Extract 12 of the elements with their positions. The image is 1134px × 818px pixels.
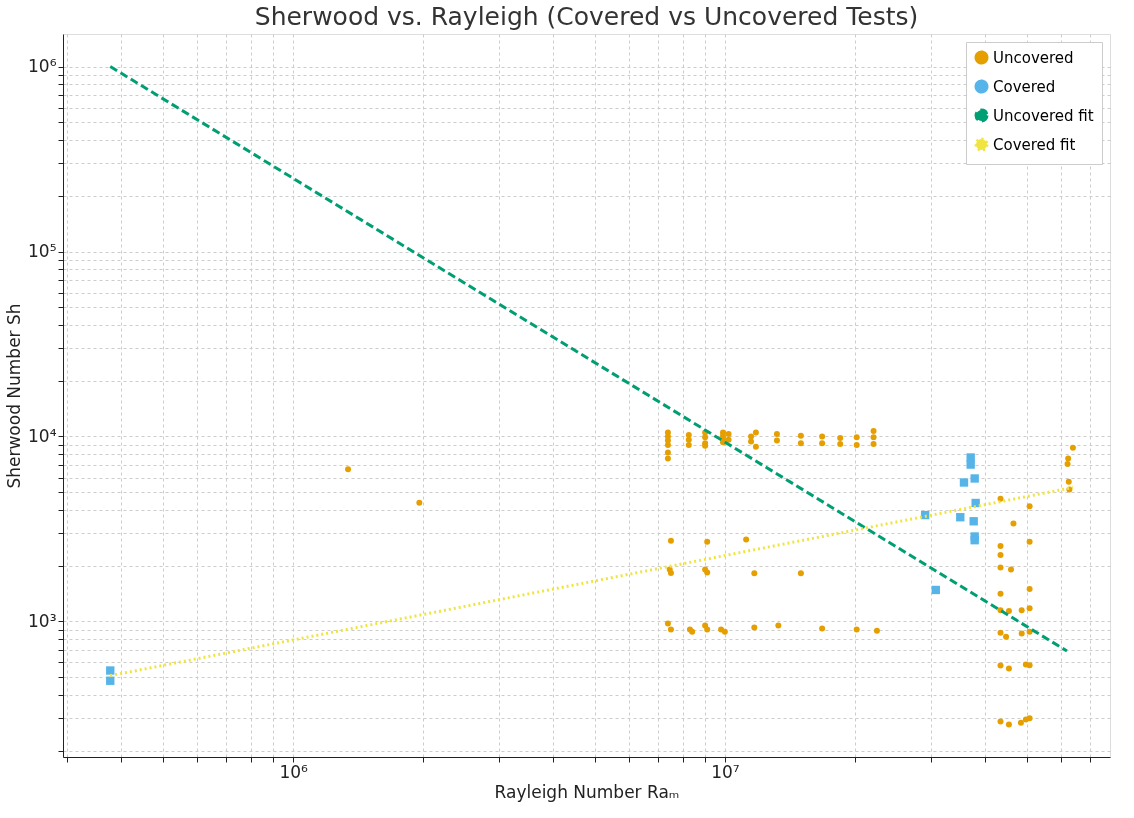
legend-label: Uncovered [993, 48, 1074, 67]
y-tick-label: 10⁶ [28, 56, 57, 77]
legend-label: Uncovered fit [993, 106, 1094, 125]
x-tick-label: 10⁷ [711, 761, 740, 782]
x-axis-title: Rayleigh Number Raₘ [494, 781, 680, 802]
y-tick-label: 10³ [28, 610, 57, 631]
chart-title: Sherwood vs. Rayleigh (Covered vs Uncovered Tests) [254, 2, 919, 31]
legend-label: Covered [993, 77, 1056, 96]
y-tick-label: 10⁴ [28, 425, 57, 446]
y-axis-title: Sherwood Number Sh [4, 303, 25, 489]
legend-label: Covered fit [993, 135, 1076, 154]
y-tick-label: 10⁵ [28, 241, 57, 262]
